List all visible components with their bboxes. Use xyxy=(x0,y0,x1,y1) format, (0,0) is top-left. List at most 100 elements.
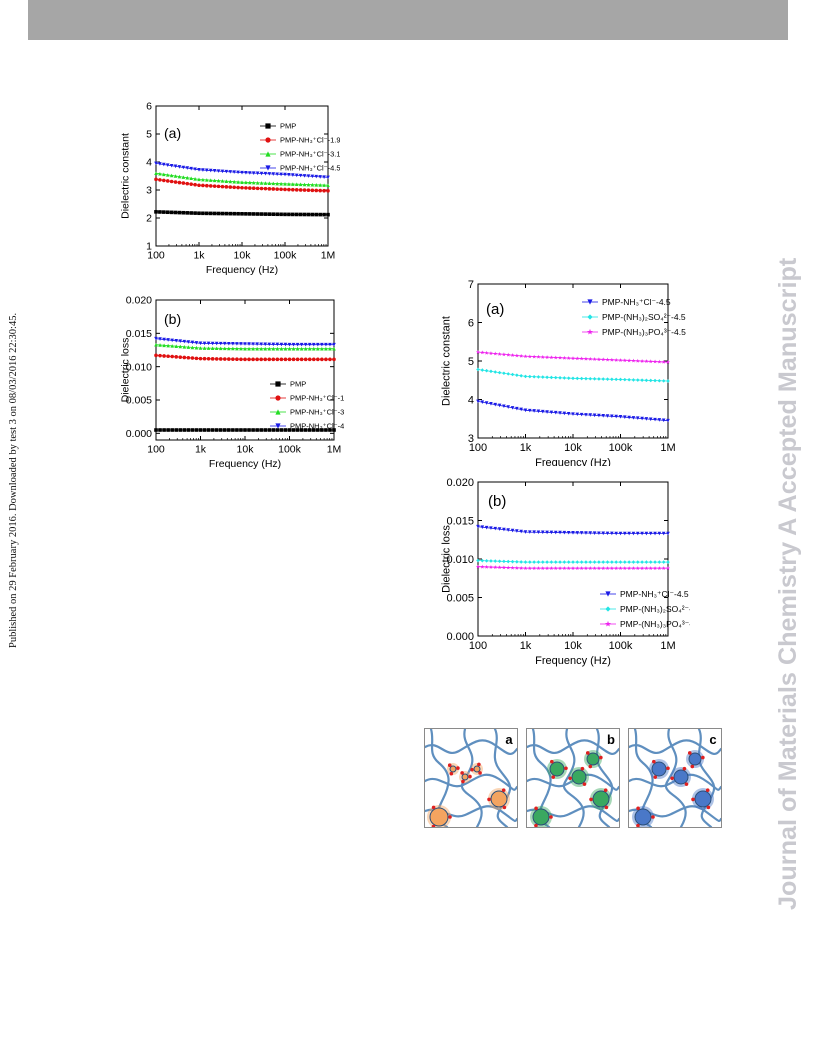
data-point xyxy=(510,353,515,357)
polymer-strand xyxy=(493,729,512,827)
legend-label: PMP-NH₃⁺Cl⁻-4.5 xyxy=(602,297,671,307)
y-tick-label: 0.005 xyxy=(126,395,152,407)
charge-dot xyxy=(653,775,658,779)
data-point xyxy=(306,188,311,193)
polymer-strand xyxy=(697,729,716,827)
data-point xyxy=(194,341,199,345)
data-point xyxy=(279,181,283,186)
data-point xyxy=(583,566,589,570)
charge-dot xyxy=(478,771,482,775)
charge-dot xyxy=(588,764,593,769)
data-point xyxy=(614,560,618,564)
data-point xyxy=(627,560,631,564)
data-point xyxy=(484,564,489,569)
data-point xyxy=(206,356,211,361)
y-tick-label: 5 xyxy=(146,129,152,141)
data-point xyxy=(553,355,558,360)
data-point xyxy=(318,188,322,193)
data-point xyxy=(299,357,304,362)
data-point xyxy=(631,358,636,363)
data-point xyxy=(251,346,255,351)
schematic-label: b xyxy=(607,732,615,747)
data-point xyxy=(502,371,506,376)
data-point xyxy=(162,343,166,348)
data-point xyxy=(275,212,279,217)
data-point xyxy=(610,531,614,536)
data-point xyxy=(635,416,640,421)
data-point xyxy=(205,183,209,188)
panel-label: (a) xyxy=(164,125,181,141)
data-point xyxy=(318,212,322,217)
data-point xyxy=(186,428,191,432)
data-point xyxy=(243,357,247,362)
data-point xyxy=(510,565,515,570)
data-point xyxy=(182,428,187,432)
data-point xyxy=(158,171,162,176)
data-point xyxy=(202,428,207,432)
data-point xyxy=(657,378,662,383)
data-point xyxy=(275,181,279,186)
data-point xyxy=(320,342,324,347)
data-point xyxy=(318,175,322,179)
y-tick-label: 1 xyxy=(146,241,152,253)
data-point xyxy=(484,559,489,563)
data-point xyxy=(178,344,183,349)
data-point xyxy=(605,531,610,536)
charge-dot xyxy=(431,805,436,810)
data-point xyxy=(614,531,618,536)
data-point xyxy=(198,346,203,350)
data-point xyxy=(545,410,549,414)
data-point xyxy=(186,355,191,360)
data-point xyxy=(553,566,558,570)
legend-label: PMP-(NH₃)₃PO₄³⁻-4.5 xyxy=(602,327,686,337)
legend-marker xyxy=(587,314,593,320)
data-point xyxy=(592,413,597,418)
data-point xyxy=(592,566,597,570)
data-point xyxy=(502,559,506,564)
data-point xyxy=(328,357,332,362)
data-point xyxy=(158,353,162,358)
data-point xyxy=(324,428,328,432)
data-point xyxy=(657,531,662,536)
series-2 xyxy=(475,564,671,570)
data-point xyxy=(527,354,532,359)
schematic-c-svg: c xyxy=(629,729,721,827)
data-point xyxy=(214,341,219,346)
data-point xyxy=(528,374,532,379)
data-point xyxy=(553,530,558,535)
data-point xyxy=(653,531,657,536)
data-point xyxy=(307,346,312,351)
data-point xyxy=(610,377,614,382)
data-point xyxy=(236,180,240,184)
legend-marker xyxy=(265,123,271,129)
data-point xyxy=(294,173,299,178)
data-point xyxy=(197,211,201,216)
data-point xyxy=(251,342,255,346)
y-tick-label: 0.020 xyxy=(446,477,474,489)
data-point xyxy=(228,185,233,189)
data-point xyxy=(275,187,279,191)
data-point xyxy=(588,376,593,381)
x-tick-label: 100 xyxy=(469,640,487,652)
data-point xyxy=(298,188,303,192)
figure-right-a: 100 1k 10k 100k 1M 3 4 5 6 7 Frequency (Hz) Dielect… xyxy=(430,268,690,466)
data-point xyxy=(501,352,506,357)
charge-dot xyxy=(477,762,481,767)
polymer-strand xyxy=(562,729,585,827)
data-point xyxy=(648,359,653,364)
x-axis-label: Frequency (Hz) xyxy=(535,457,611,466)
charge-dot xyxy=(534,806,538,811)
data-point xyxy=(484,401,489,405)
data-point xyxy=(635,358,640,363)
data-point xyxy=(210,428,215,432)
data-point xyxy=(324,357,328,362)
data-point xyxy=(222,357,227,361)
data-point xyxy=(545,566,550,570)
data-point xyxy=(214,428,219,432)
data-point xyxy=(306,212,311,217)
data-point xyxy=(227,428,231,432)
data-point xyxy=(596,566,601,570)
data-point xyxy=(519,529,523,534)
data-point xyxy=(326,175,330,180)
x-tick-label: 10k xyxy=(237,444,255,456)
